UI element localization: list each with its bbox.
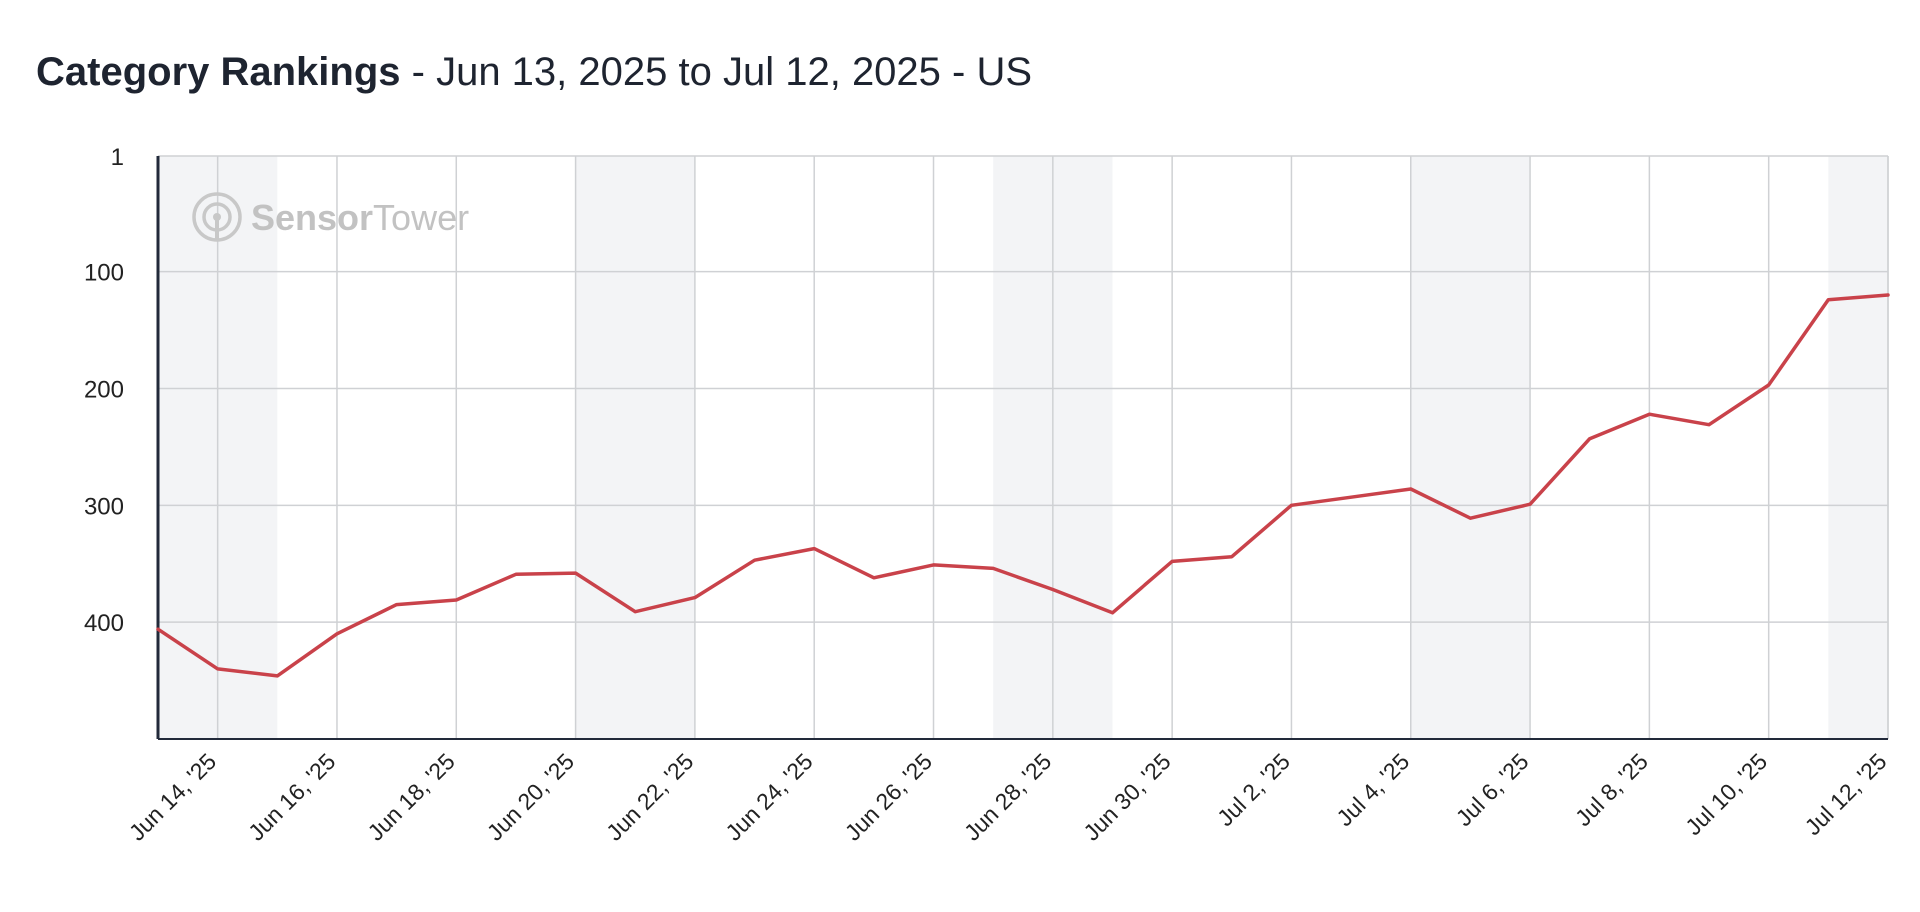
watermark-brand-part1: Sensor	[251, 197, 373, 238]
y-tick-labels: 1 100 200 300 400	[84, 144, 124, 637]
x-tick-label: Jun 20, '25	[482, 748, 579, 845]
x-tick-label: Jul 10, '25	[1680, 748, 1772, 840]
title-main: Category Rankings	[36, 50, 401, 94]
y-tick-label: 200	[84, 376, 124, 403]
axes	[156, 156, 1888, 740]
title-subtitle: - Jun 13, 2025 to Jul 12, 2025 - US	[400, 50, 1033, 94]
weekend-band	[575, 156, 695, 739]
x-tick-label: Jun 18, '25	[362, 748, 459, 845]
weekend-band	[1828, 156, 1888, 739]
x-tick-label: Jun 14, '25	[124, 748, 221, 845]
x-tick-label: Jul 8, '25	[1570, 748, 1653, 831]
x-tick-label: Jun 30, '25	[1078, 748, 1175, 845]
grid-lines	[158, 155, 1889, 739]
watermark-brand: SensorTower	[251, 197, 469, 238]
x-tick-label: Jun 28, '25	[959, 748, 1056, 845]
weekend-bands	[158, 156, 1888, 739]
weekend-band	[1410, 156, 1531, 739]
x-tick-labels: Jun 14, '25 Jun 16, '25 Jun 18, '25 Jun 20,…	[124, 748, 1892, 845]
x-tick-label: Jun 22, '25	[601, 748, 698, 845]
y-tick-label: 400	[84, 610, 124, 637]
y-tick-label: 1	[111, 144, 124, 171]
chart-title: Category Rankings - Jun 13, 2025 to Jul …	[36, 50, 1032, 95]
ranking-series-line	[156, 293, 1890, 678]
x-tick-label: Jun 24, '25	[720, 748, 817, 845]
watermark-brand-part2: Tower	[373, 197, 469, 238]
series-group	[156, 293, 1890, 678]
watermark: SensorTower	[192, 192, 469, 242]
y-tick-label: 300	[84, 493, 124, 520]
x-tick-label: Jul 12, '25	[1800, 748, 1892, 840]
x-tick-label: Jun 26, '25	[840, 748, 937, 845]
x-tick-label: Jul 4, '25	[1331, 748, 1414, 831]
x-tick-label: Jun 16, '25	[243, 748, 340, 845]
sensor-tower-logo-icon	[192, 192, 242, 242]
x-tick-label: Jul 2, '25	[1212, 748, 1295, 831]
x-tick-label: Jul 6, '25	[1451, 748, 1534, 831]
y-tick-label: 100	[84, 260, 124, 287]
